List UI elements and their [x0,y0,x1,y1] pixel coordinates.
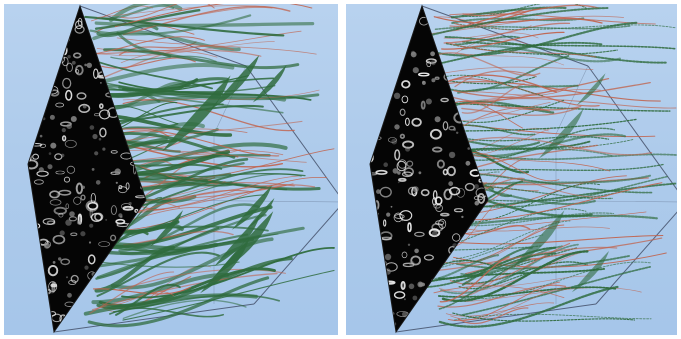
right-volume-render [369,4,677,334]
left-volume-render [27,4,338,334]
filament-streaks [82,4,335,328]
right-render-view [346,4,677,335]
left-render-view [4,4,338,335]
filament-streaks [425,4,677,328]
slice-face [27,4,147,334]
